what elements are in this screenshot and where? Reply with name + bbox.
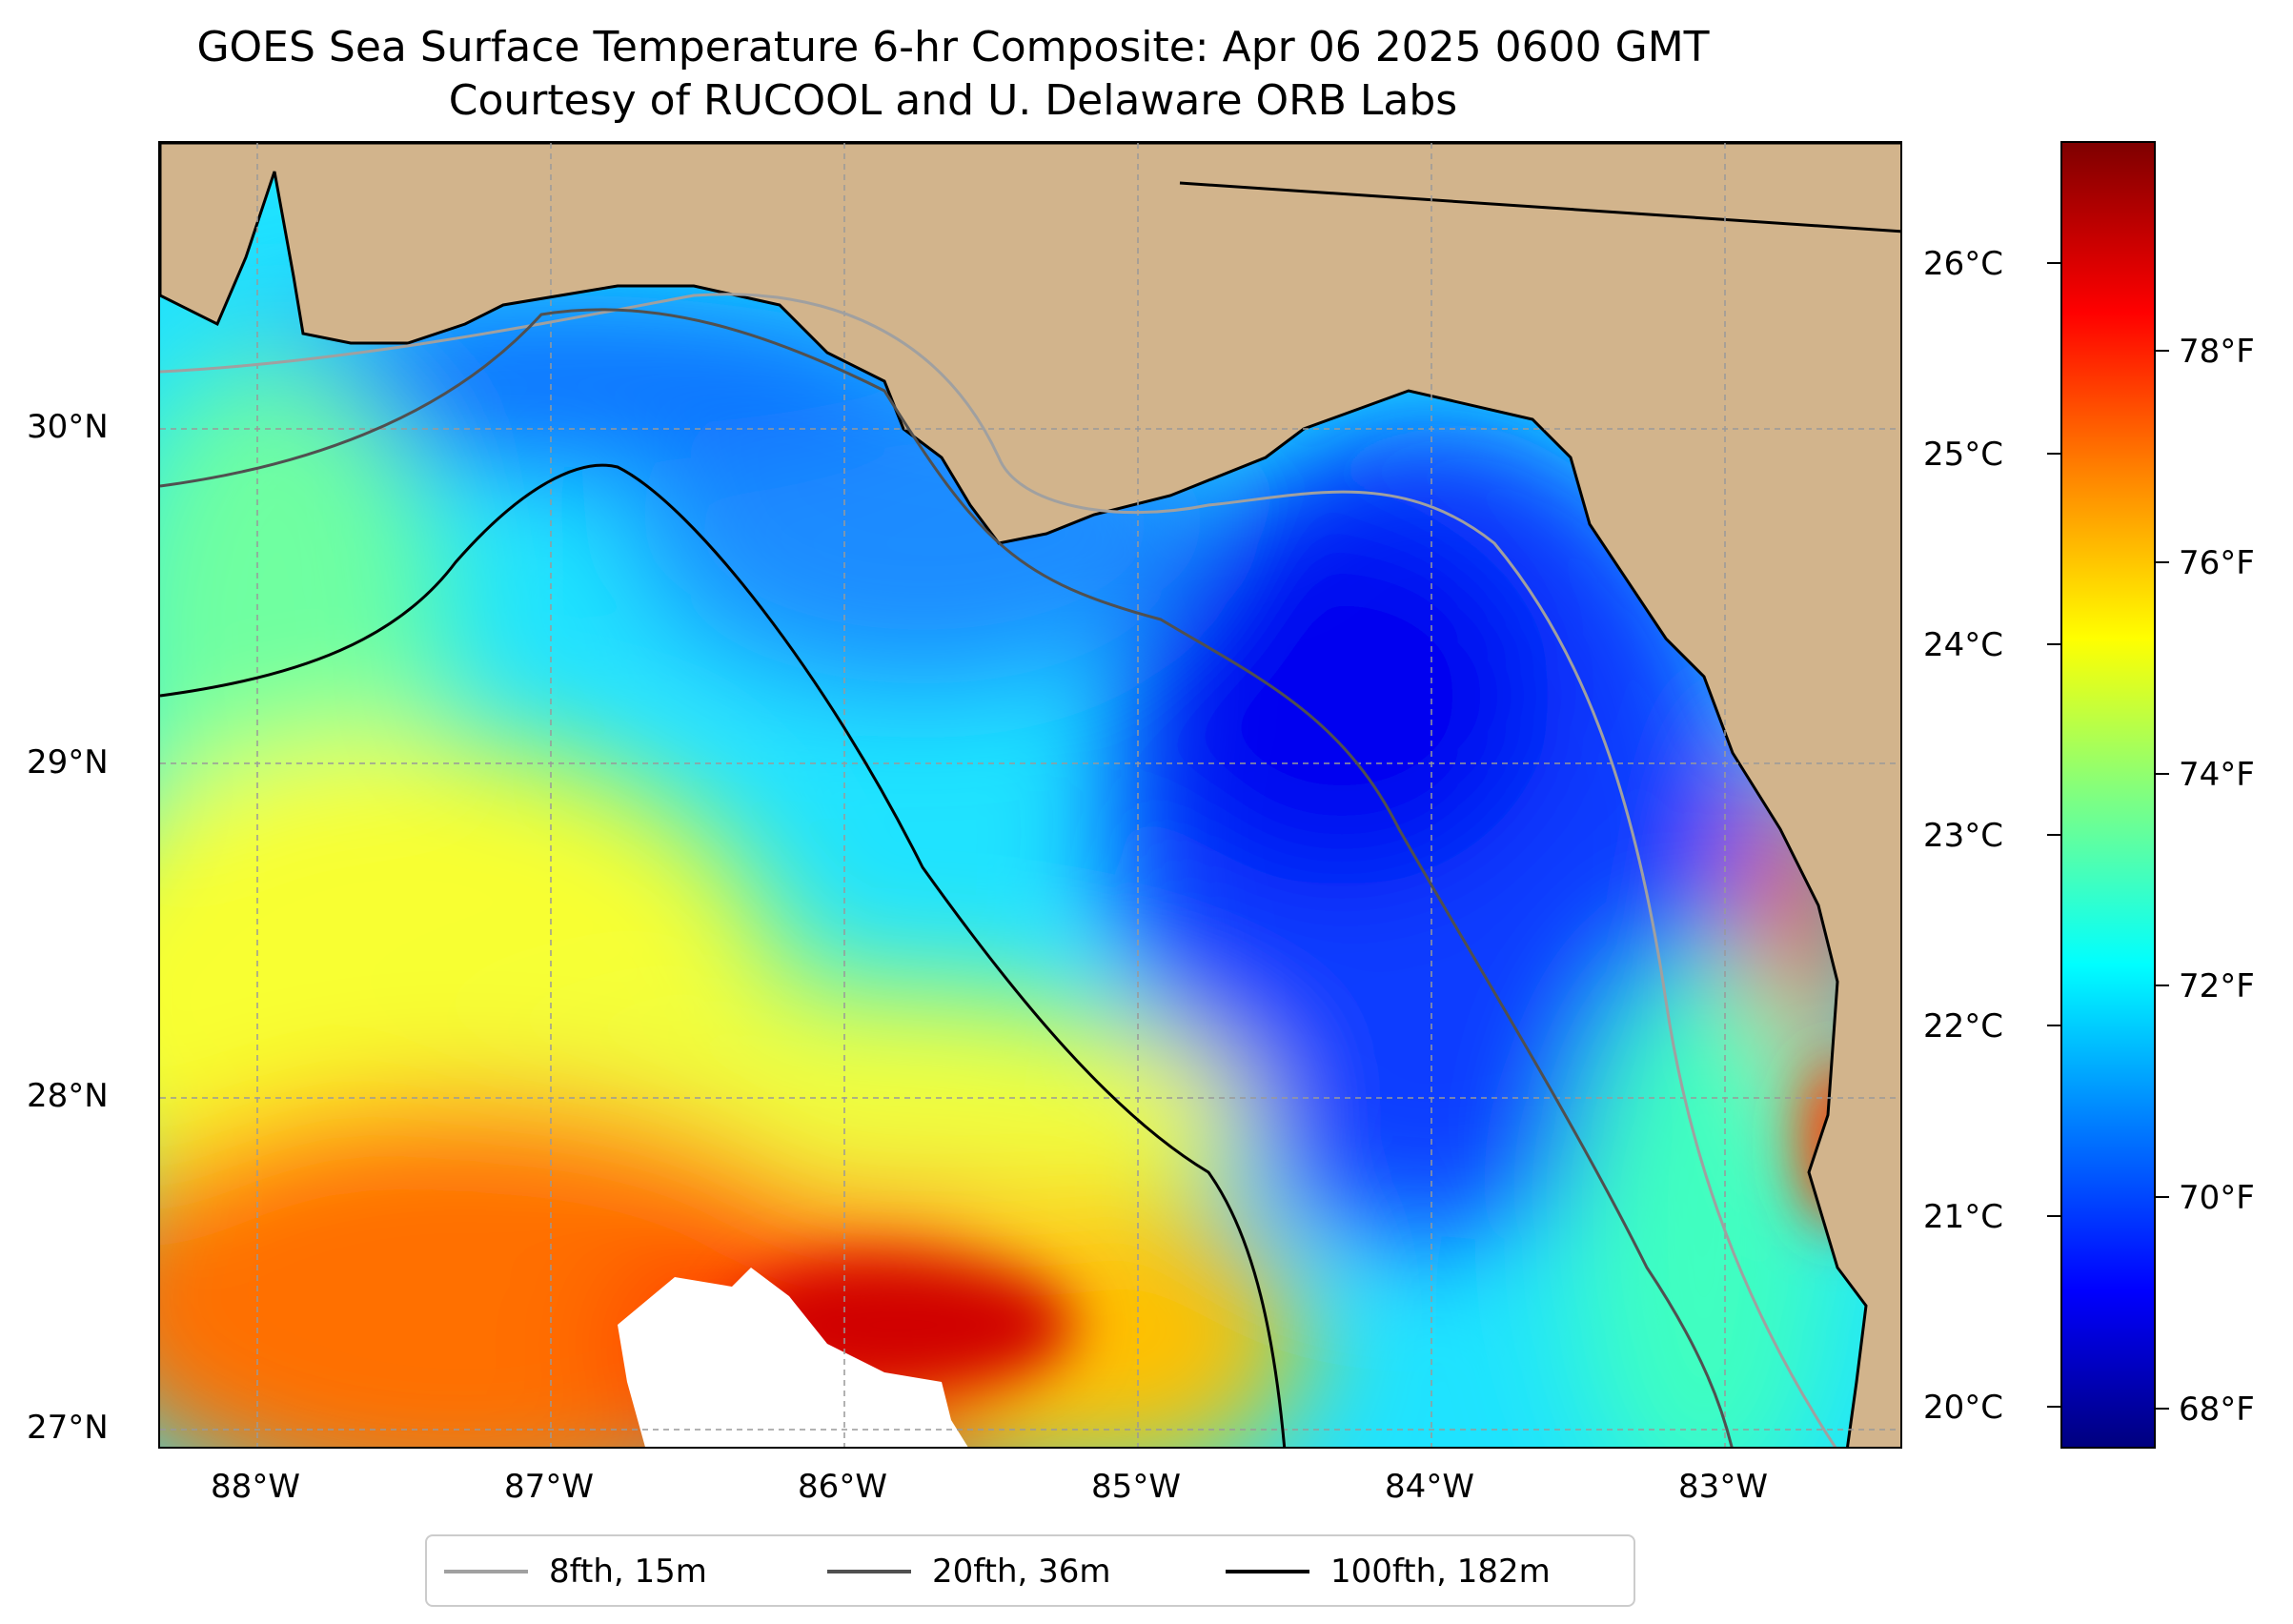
colorbar-celsius-21: 21°C	[1923, 1198, 2004, 1236]
colorbar-fahrenheit-76: 76°F	[2179, 544, 2255, 582]
colorbar	[2060, 141, 2156, 1449]
map-subtitle: Courtesy of RUCOOL and U. Delaware ORB L…	[448, 76, 1458, 125]
legend-item-36m: 20fth, 36m	[827, 1550, 1111, 1594]
map-title: GOES Sea Surface Temperature 6-hr Compos…	[196, 23, 1710, 71]
no-data-patch	[618, 1268, 968, 1447]
lon-label-86: 86°W	[798, 1468, 887, 1506]
legend-label-36m: 20fth, 36m	[932, 1553, 1111, 1591]
legend-swatch-15m	[444, 1570, 528, 1573]
lon-label-88: 88°W	[211, 1468, 300, 1506]
colorbar-celsius-20: 20°C	[1923, 1389, 2004, 1427]
lat-label-29: 29°N	[27, 743, 109, 782]
lat-label-28: 28°N	[27, 1077, 109, 1115]
contour-36m	[160, 308, 1734, 1447]
legend-label-15m: 8fth, 15m	[549, 1553, 707, 1591]
sst-map	[158, 141, 1902, 1449]
contour-15m	[160, 293, 1837, 1447]
colorbar-fahrenheit-70: 70°F	[2179, 1179, 2255, 1217]
colorbar-celsius-23: 23°C	[1923, 817, 2004, 855]
colorbar-celsius-24: 24°C	[1923, 626, 2004, 664]
land-mass	[160, 143, 1900, 1447]
sst-map-canvas	[160, 143, 1900, 1447]
lat-label-30: 30°N	[27, 408, 109, 446]
lon-label-83: 83°W	[1678, 1468, 1768, 1506]
legend-item-15m: 8fth, 15m	[444, 1550, 707, 1594]
colorbar-fahrenheit-74: 74°F	[2179, 756, 2255, 794]
colorbar-fahrenheit-78: 78°F	[2179, 333, 2255, 371]
legend-swatch-182m	[1226, 1570, 1309, 1573]
lat-label-27: 27°N	[27, 1409, 109, 1447]
lon-label-85: 85°W	[1091, 1468, 1181, 1506]
colorbar-celsius-25: 25°C	[1923, 436, 2004, 474]
contour-182m	[160, 463, 1287, 1447]
lon-label-87: 87°W	[504, 1468, 594, 1506]
legend-swatch-36m	[827, 1570, 911, 1573]
state-border	[1179, 181, 1900, 233]
graticule	[160, 143, 1900, 1447]
legend-label-182m: 100fth, 182m	[1330, 1553, 1551, 1591]
legend-item-182m: 100fth, 182m	[1226, 1550, 1551, 1594]
lon-label-84: 84°W	[1385, 1468, 1474, 1506]
colorbar-celsius-26: 26°C	[1923, 245, 2004, 283]
colorbar-fahrenheit-72: 72°F	[2179, 967, 2255, 1005]
colorbar-celsius-22: 22°C	[1923, 1007, 2004, 1045]
colorbar-fahrenheit-68: 68°F	[2179, 1391, 2255, 1429]
contour-legend: 8fth, 15m 20fth, 36m 100fth, 182m	[425, 1534, 1635, 1607]
